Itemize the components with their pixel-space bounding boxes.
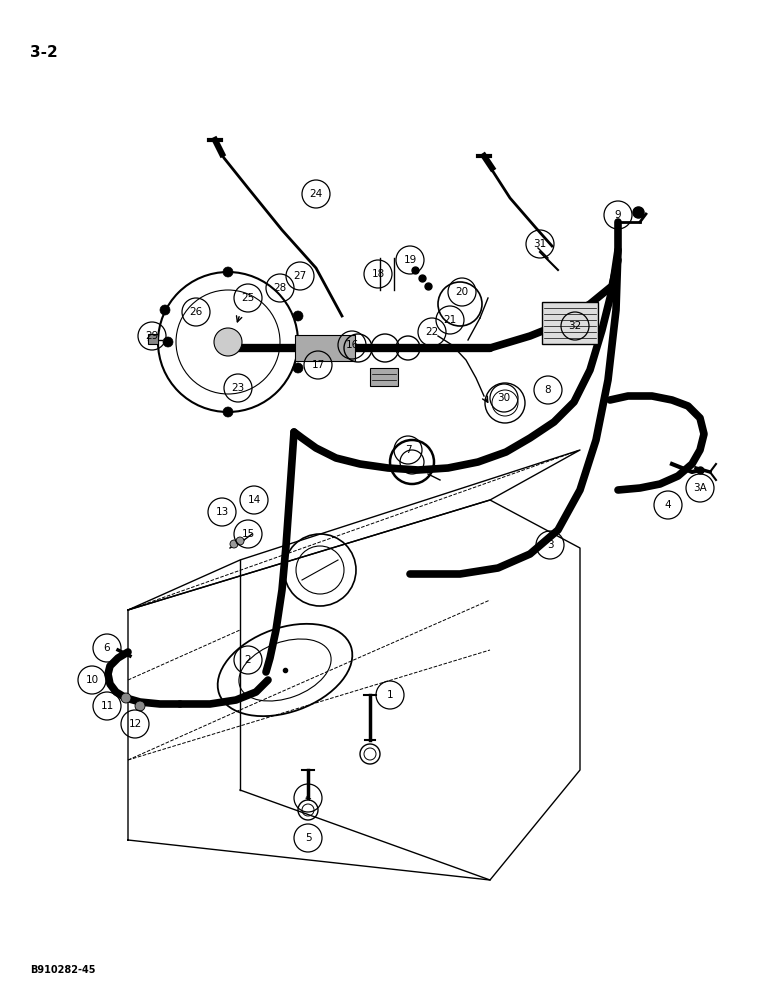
Text: 17: 17 bbox=[311, 360, 324, 370]
Circle shape bbox=[223, 267, 233, 277]
Text: 24: 24 bbox=[310, 189, 323, 199]
Text: 7: 7 bbox=[405, 445, 411, 455]
Circle shape bbox=[214, 328, 242, 356]
Text: 29: 29 bbox=[145, 331, 158, 341]
Text: 23: 23 bbox=[232, 383, 245, 393]
Circle shape bbox=[135, 701, 145, 711]
Circle shape bbox=[230, 540, 238, 548]
Text: 3-2: 3-2 bbox=[30, 45, 58, 60]
Bar bbox=[542, 302, 598, 344]
Text: 1: 1 bbox=[387, 690, 393, 700]
Text: 5: 5 bbox=[305, 833, 311, 843]
Text: 8: 8 bbox=[545, 385, 551, 395]
Text: 31: 31 bbox=[533, 239, 547, 249]
Text: B910282-45: B910282-45 bbox=[30, 965, 96, 975]
Text: 21: 21 bbox=[443, 315, 456, 325]
Text: 18: 18 bbox=[371, 269, 384, 279]
Text: 3: 3 bbox=[547, 540, 554, 550]
Text: 14: 14 bbox=[247, 495, 261, 505]
Text: 22: 22 bbox=[425, 327, 438, 337]
Circle shape bbox=[223, 407, 233, 417]
Circle shape bbox=[293, 363, 303, 373]
Text: 30: 30 bbox=[497, 393, 510, 403]
Text: 9: 9 bbox=[615, 210, 621, 220]
Text: 25: 25 bbox=[242, 293, 255, 303]
Circle shape bbox=[160, 305, 170, 315]
Bar bbox=[370, 368, 398, 386]
Circle shape bbox=[236, 537, 244, 545]
Text: 4: 4 bbox=[305, 793, 311, 803]
Text: 27: 27 bbox=[293, 271, 306, 281]
Text: 11: 11 bbox=[100, 701, 113, 711]
Circle shape bbox=[163, 337, 173, 347]
Text: 28: 28 bbox=[273, 283, 286, 293]
Bar bbox=[148, 334, 158, 344]
Text: 32: 32 bbox=[568, 321, 581, 331]
Circle shape bbox=[121, 693, 131, 703]
Text: 12: 12 bbox=[128, 719, 141, 729]
Text: 13: 13 bbox=[215, 507, 229, 517]
Text: 19: 19 bbox=[404, 255, 417, 265]
Text: 3A: 3A bbox=[693, 483, 707, 493]
Text: 16: 16 bbox=[345, 340, 359, 350]
Circle shape bbox=[293, 311, 303, 321]
Text: 26: 26 bbox=[189, 307, 202, 317]
Text: 15: 15 bbox=[242, 529, 255, 539]
Text: 10: 10 bbox=[86, 675, 99, 685]
Text: 4: 4 bbox=[665, 500, 672, 510]
Text: 2: 2 bbox=[245, 655, 252, 665]
Bar bbox=[295, 335, 355, 361]
Text: 6: 6 bbox=[103, 643, 110, 653]
Text: 20: 20 bbox=[455, 287, 469, 297]
